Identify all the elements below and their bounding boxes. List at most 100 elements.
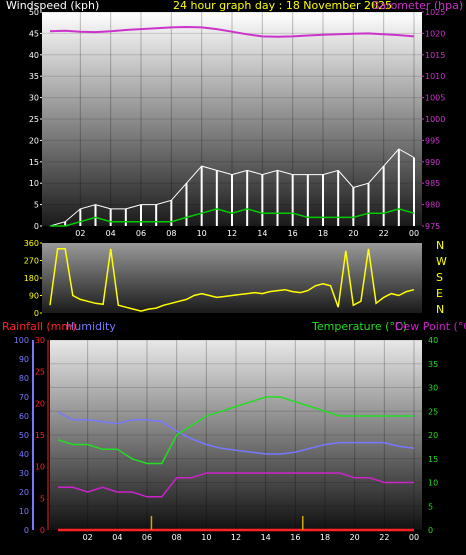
temperature-tick-label: 30: [428, 384, 438, 393]
x-tick-label: 06: [142, 533, 152, 542]
humidity-tick-label: 90: [19, 355, 29, 364]
wind-baro-series: [49, 25, 415, 227]
wind-tick-label: 15: [29, 158, 39, 167]
dew-point-axis-label: Dew Point (°C): [395, 320, 466, 333]
barometer-tick-label: 990: [425, 158, 440, 167]
barometer-tick-label: 1005: [425, 94, 445, 103]
rain-tick-label: 20: [35, 399, 45, 408]
barometer-tick-label: 975: [425, 222, 440, 231]
x-tick-label: 02: [83, 533, 93, 542]
x-tick-label: 00: [409, 533, 419, 542]
x-tick-label: 20: [348, 229, 358, 238]
compass-label: E: [436, 287, 443, 300]
temp-x-axis: 02 04 06 08 10 12 14 16 18 20 22 00: [83, 340, 419, 542]
rain-tick-label: 25: [35, 368, 45, 377]
wind-tick-label: 10: [29, 179, 39, 188]
barometer-tick-label: 1000: [425, 115, 445, 124]
x-tick-label: 20: [350, 533, 360, 542]
x-tick-label: 08: [172, 533, 182, 542]
compass-label: S: [436, 271, 443, 284]
rain-tick-label: 30: [35, 336, 45, 345]
x-tick-label: 16: [288, 229, 298, 238]
compass-label: N: [436, 303, 444, 316]
rain-y-axis: 0 5 10 15 20 25 30: [35, 336, 49, 535]
x-tick-label: 08: [166, 229, 176, 238]
x-tick-label: 12: [227, 229, 237, 238]
temperature-tick-label: 20: [428, 431, 438, 440]
direction-line: [49, 248, 415, 312]
temperature-tick-label: 40: [428, 336, 438, 345]
temperature-tick-label: 5: [428, 502, 433, 511]
humidity-tick-label: 40: [19, 450, 29, 459]
barometer-tick-label: 1020: [425, 29, 445, 38]
wind-tick-label: 35: [29, 72, 39, 81]
x-tick-label: 06: [136, 229, 146, 238]
avg_wind-line: [50, 208, 415, 227]
chart-title: 24 hour graph day : 18 November 2025: [173, 0, 392, 12]
x-tick-label: 18: [320, 533, 330, 542]
wind-y-axis: 0 5 10 15 20 25 30 35 40 45 50: [29, 8, 42, 231]
temperature-line: [57, 396, 414, 465]
x-tick-label: 10: [197, 229, 207, 238]
x-tick-label: 22: [379, 533, 389, 542]
barometer-tick-label: 995: [425, 136, 440, 145]
humidity-tick-label: 60: [19, 412, 29, 421]
direction-plot-area: [42, 243, 422, 313]
x-tick-label: 10: [201, 533, 211, 542]
compass-label: W: [436, 255, 447, 268]
compass-label: N: [436, 239, 444, 252]
temp-plot-area: [50, 340, 422, 530]
humidity-tick-label: 30: [19, 469, 29, 478]
dew_point-line: [58, 472, 414, 498]
wind-tick-label: 50: [29, 8, 39, 17]
barometer-line: [49, 25, 415, 38]
humidity-y-axis: 0 10 20 30 40 50 60 70 80 90 100: [14, 336, 34, 535]
x-tick-label: 14: [261, 533, 271, 542]
x-tick-label: 18: [318, 229, 328, 238]
barometer-tick-label: 1015: [425, 51, 445, 60]
wind-axis-label: Windspeed (kph): [6, 0, 99, 12]
humidity-tick-label: 70: [19, 393, 29, 402]
rain-tick-label: 15: [35, 431, 45, 440]
humidity-line: [57, 411, 415, 455]
barometer-axis-label: Barometer (hpa): [372, 0, 463, 12]
barometer-tick-label: 1010: [425, 72, 445, 81]
barometer-y-axis: 975 980 985 990 995 1000 1005 1010 1015 1020 1025: [422, 8, 445, 231]
humidity-tick-label: 10: [19, 507, 29, 516]
barometer-tick-label: 985: [425, 179, 440, 188]
x-tick-label: 04: [106, 229, 116, 238]
wind-tick-label: 25: [29, 115, 39, 124]
temperature-tick-label: 0: [428, 526, 433, 535]
wind-tick-label: 45: [29, 29, 39, 38]
humidity-tick-label: 50: [19, 431, 29, 440]
temperature-axis-label: Temperature (°C): [311, 320, 407, 333]
wind-tick-label: 30: [29, 94, 39, 103]
temperature-tick-label: 35: [428, 360, 438, 369]
barometer-tick-label: 980: [425, 201, 440, 210]
rain-tick-label: 5: [40, 494, 45, 503]
temperature-tick-label: 25: [428, 407, 438, 416]
x-tick-label: 12: [231, 533, 241, 542]
direction-tick-label: 0: [34, 309, 39, 318]
x-tick-label: 02: [75, 229, 85, 238]
humidity-tick-label: 0: [24, 526, 29, 535]
temp-hum-series: [57, 396, 415, 532]
humidity-axis-label: Humidity: [66, 320, 116, 333]
direction-series: [49, 248, 415, 312]
temperature-tick-label: 15: [428, 455, 438, 464]
x-tick-label: 14: [257, 229, 267, 238]
x-tick-label: 00: [409, 229, 419, 238]
direction-tick-label: 90: [29, 292, 39, 301]
wind-tick-label: 0: [34, 222, 39, 231]
direction-tick-label: 270: [24, 257, 39, 266]
humidity-tick-label: 80: [19, 374, 29, 383]
wind-tick-label: 40: [29, 51, 39, 60]
x-tick-label: 04: [112, 533, 122, 542]
direction-y-axis: 0 90 180 270 360: [24, 239, 42, 318]
rain-tick-label: 10: [35, 463, 45, 472]
rain-tick-label: 0: [40, 526, 45, 535]
x-tick-label: 22: [379, 229, 389, 238]
wind-tick-label: 5: [34, 201, 39, 210]
